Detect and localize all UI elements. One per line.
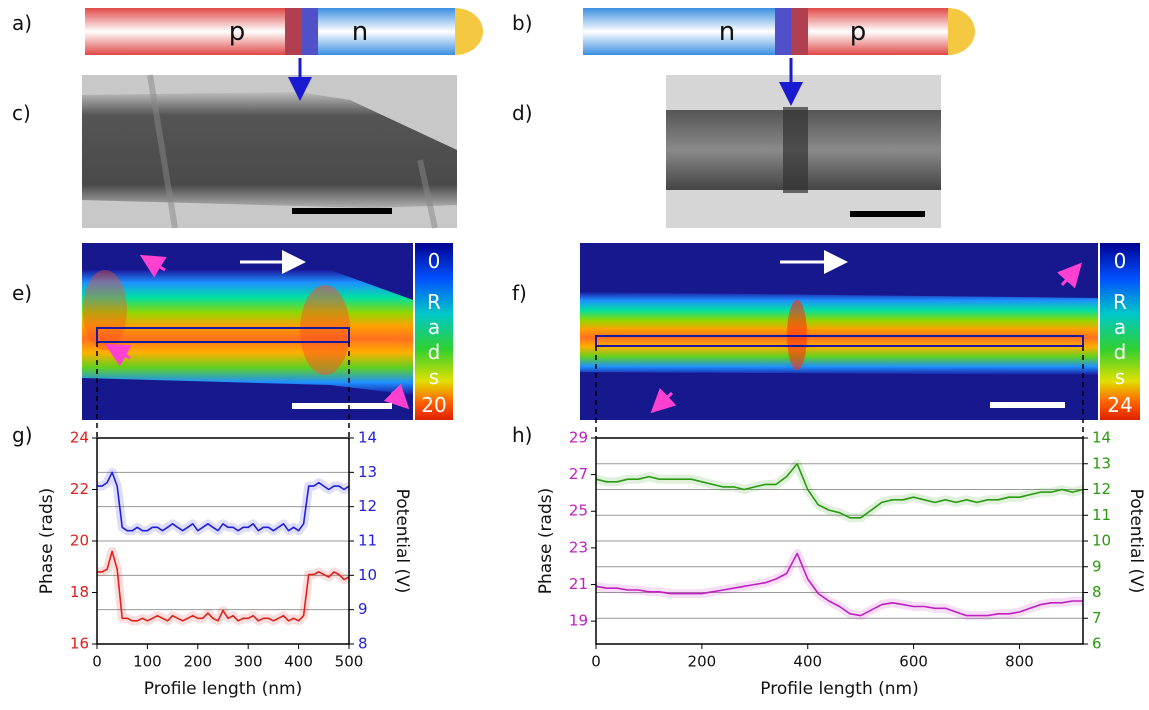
panel-label: f) [512, 281, 527, 305]
line [595, 463, 1084, 519]
x-tick-label: 400 [284, 653, 313, 671]
y2-tick-label: 11 [1092, 506, 1111, 524]
colorbar [1100, 243, 1140, 420]
x-axis-label: Profile length (nm) [760, 679, 918, 699]
tem-image-d [666, 75, 941, 228]
plot-frame [595, 437, 1084, 645]
y-tick-label: 23 [569, 538, 588, 556]
line [595, 552, 1083, 617]
x-tick-label: 400 [793, 653, 822, 671]
y2-tick-label: 11 [358, 532, 377, 550]
y2-tick-label: 10 [358, 566, 377, 584]
tem-image-c [82, 74, 457, 229]
y-tick-label: 25 [569, 502, 588, 520]
panel-label: a) [12, 11, 32, 35]
region-label: p [229, 17, 246, 47]
plot-frame [96, 437, 350, 645]
line-band [97, 467, 352, 536]
panel-label: e) [12, 281, 32, 305]
y2-tick-label: 9 [1092, 557, 1102, 575]
y-tick-label: 16 [70, 635, 89, 653]
region-label: p [850, 17, 867, 47]
x-tick-label: 200 [183, 653, 212, 671]
y-tick-label: 29 [569, 429, 588, 447]
y2-tick-label: 6 [1092, 635, 1102, 653]
y2-tick-label: 13 [358, 463, 377, 481]
y2-axis-label: Potential (V) [392, 489, 412, 594]
x-tick-label: 100 [133, 653, 162, 671]
y-tick-label: 27 [569, 465, 588, 483]
region-label: n [352, 17, 368, 47]
y-tick-label: 20 [70, 532, 89, 550]
schematic-b [583, 8, 975, 55]
x-tick-label: 0 [591, 653, 601, 671]
y-tick-label: 18 [70, 583, 89, 601]
y2-axis-label: Potential (V) [1126, 489, 1146, 594]
schematic-a [85, 8, 483, 55]
line-band [594, 459, 1085, 523]
x-tick-label: 500 [335, 653, 364, 671]
y-tick-label: 24 [70, 429, 89, 447]
y2-tick-label: 9 [358, 600, 368, 618]
colorbar-label: Rads [1108, 290, 1132, 390]
colorbar [415, 243, 453, 420]
colorbar-max: 20 [421, 393, 446, 417]
y2-tick-label: 14 [1092, 429, 1111, 447]
y-tick-label: 22 [70, 480, 89, 498]
x-axis-label: Profile length (nm) [144, 679, 302, 699]
x-tick-label: 800 [1005, 653, 1034, 671]
x-tick-label: 0 [92, 653, 102, 671]
x-tick-label: 300 [234, 653, 263, 671]
y2-tick-label: 12 [1092, 480, 1111, 498]
phase-map-e [82, 243, 413, 420]
profile-guide [96, 342, 1084, 438]
panel-label: c) [12, 101, 31, 125]
y2-tick-label: 8 [1092, 583, 1102, 601]
x-tick-label: 600 [899, 653, 928, 671]
panel-label: g) [12, 423, 33, 447]
y-axis-label: Phase (rads) [37, 488, 57, 594]
y2-tick-label: 8 [358, 635, 368, 653]
line [97, 550, 350, 622]
line [97, 471, 350, 532]
panel-label: b) [512, 11, 533, 35]
phase-map-f [580, 243, 1098, 420]
y-axis-label: Phase (rads) [536, 488, 556, 594]
y2-tick-label: 12 [358, 497, 377, 515]
colorbar-label: Rads [422, 290, 446, 390]
region-label: n [719, 17, 735, 47]
x-tick-label: 200 [688, 653, 717, 671]
panel-label: d) [512, 101, 533, 125]
y-tick-label: 19 [569, 612, 588, 630]
y2-tick-label: 14 [358, 429, 377, 447]
colorbar-min: 0 [428, 249, 441, 273]
y-tick-label: 21 [569, 575, 588, 593]
colorbar-min: 0 [1114, 249, 1127, 273]
y2-tick-label: 10 [1092, 532, 1111, 550]
y2-tick-label: 7 [1092, 609, 1102, 627]
panel-label: h) [512, 423, 532, 447]
colorbar-max: 24 [1107, 393, 1132, 417]
y2-tick-label: 13 [1092, 454, 1111, 472]
